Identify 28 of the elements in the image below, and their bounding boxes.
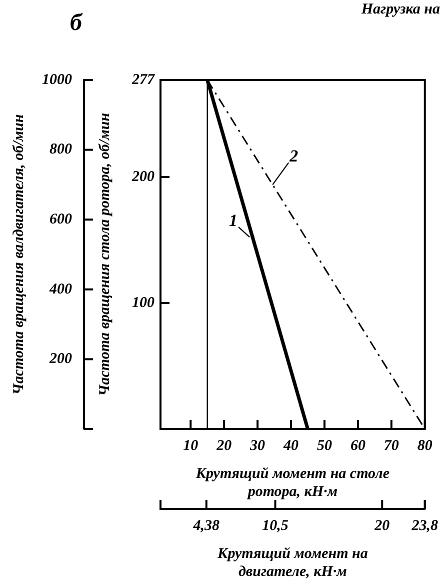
x-tick-label: 70: [384, 438, 400, 454]
y2-tick-label: 600: [50, 211, 72, 228]
y-tick-label: 100: [132, 294, 155, 311]
x-tick-label: 80: [417, 438, 433, 454]
chart-title: б: [70, 10, 83, 36]
legend-label: 1: [229, 210, 238, 230]
y-tick-label: 277: [131, 72, 155, 88]
x2-tick-label: 4,38: [192, 518, 220, 534]
text: Нагрузка на: [360, 1, 440, 18]
x-tick-label: 40: [282, 438, 300, 454]
x-tick-label: 60: [350, 438, 366, 454]
x-tick-label: 10: [183, 438, 199, 454]
y2-tick-label: 1000: [42, 72, 72, 88]
x2-axis-title: Крутящий момент на двигателе, кН·м: [216, 546, 368, 580]
x-axis-title: Крутящий момент на столе ротора, кН·м: [194, 466, 390, 500]
x-tick-label: 50: [316, 438, 332, 454]
y2-axis-title: Частота вращения валдвигателя, об/мин: [10, 114, 27, 395]
y2-tick-label: 400: [48, 281, 72, 298]
x2-tick-label: 20: [374, 518, 390, 534]
y-tick-label: 200: [131, 168, 155, 185]
y2-tick-label: 200: [48, 351, 72, 368]
y2-tick-label: 800: [50, 142, 72, 158]
x2-tick-label: 23,8: [410, 518, 438, 534]
x-tick-label: 30: [249, 438, 266, 454]
x2-tick-label: 10,5: [262, 518, 289, 534]
series-label: 2: [288, 146, 299, 166]
y-axis-title: Частота вращения стола ротора, об/мин: [96, 112, 113, 396]
x-tick-label: 20: [216, 438, 232, 454]
